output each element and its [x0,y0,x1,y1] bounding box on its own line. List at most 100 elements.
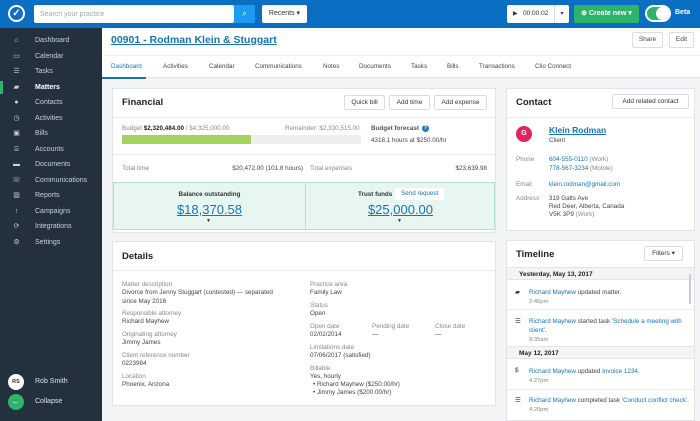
sidebar-item-label: Settings [35,238,61,246]
search-input[interactable] [34,5,234,23]
actor-link[interactable]: Richard Mayhew [529,318,576,325]
actor-link[interactable]: Richard Mayhew [529,289,576,296]
status-label: Status [310,302,328,309]
phone-type: (Work) [589,156,609,163]
tab-transactions[interactable]: Transactions [479,63,515,70]
sidebar-item-bills[interactable]: ▣ Bills [0,126,102,141]
actor-link[interactable]: Richard Mayhew [529,397,576,404]
caret-down-icon[interactable]: ▼ [206,218,211,224]
budget-label: Budget [122,125,142,132]
sidebar-item-contacts[interactable]: ● Contacts [0,95,102,110]
sidebar-item-dashboard[interactable]: ⌂ Dashboard [0,33,102,48]
address-line: Red Deer, Alberta, Canada [549,203,625,210]
sidebar-item-label: Documents [35,161,71,168]
details-title: Details [122,251,154,262]
responsible-attorney-label: Responsible attorney [122,310,182,317]
recents-dropdown[interactable]: Recents ▾ [262,5,307,23]
caret-down-icon[interactable]: ▼ [397,218,402,224]
sidebar-item-tasks[interactable]: ☰ Tasks [0,64,102,79]
total-time-value: $20,472.00 (101.8 hours) [232,165,303,172]
sidebar-item-settings[interactable]: ⚙ Settings [0,235,102,250]
create-new-button[interactable]: ⊕ Create new ▾ [574,5,639,23]
sidebar-item-activities[interactable]: ◷ Activities [0,111,102,126]
contact-name-link[interactable]: Klein Rodman [549,125,607,135]
sidebar-item-campaigns[interactable]: ↑ Campaigns [0,204,102,219]
timer-dropdown[interactable]: ▾ [554,5,569,23]
matter-description-value: Divorce from Jenny Stuggart (contested) … [122,289,273,305]
add-expense-button[interactable]: Add expense [434,95,487,110]
tab-dashboard[interactable]: Dashboard [111,63,142,70]
trust-funds-value[interactable]: $25,000.00 [367,202,434,217]
tab-notes[interactable]: Notes [323,63,340,70]
clio-logo-icon[interactable]: ✓ [8,5,25,22]
location-label: Location [122,373,146,380]
quick-bill-button[interactable]: Quick bill [344,95,385,110]
help-icon[interactable]: ? [421,125,429,132]
filters-dropdown[interactable]: Filters ▾ [644,246,683,261]
tab-documents[interactable]: Documents [359,63,391,70]
collapse-label: Collapse [35,398,63,405]
sync-icon: ⟳ [13,223,20,230]
scrollbar[interactable] [689,274,691,304]
add-time-button[interactable]: Add time [389,95,430,110]
play-icon[interactable]: ▶ [513,11,518,17]
sidebar-item-accounts[interactable]: ⌸ Accounts [0,142,102,157]
home-icon: ⌂ [14,37,19,44]
phone-link[interactable]: 778-567-3234 [549,165,589,172]
sidebar-item-matters[interactable]: ▰ Matters [0,80,102,95]
tab-activities[interactable]: Activities [163,63,188,70]
tab-calendar[interactable]: Calendar [209,63,235,70]
financial-card: Financial Quick bill Add time Add expens… [112,88,496,233]
share-button[interactable]: Share [632,32,663,48]
sidebar-item-label: Campaigns [35,207,71,215]
add-related-contact-button[interactable]: Add related contact [612,94,689,109]
edit-button[interactable]: Edit [669,32,694,48]
total-expenses-value: $23,639.98 [455,165,487,172]
tab-clio-connect[interactable]: Clio Connect [535,63,572,70]
forecast-value: 4318.1 hours at $250.00/hr [371,137,447,144]
dollar-icon: $ [515,367,519,374]
matter-tabs: Dashboard Activities Calendar Communicat… [102,55,700,79]
timer-value: 00:00:02 [523,10,549,17]
budget-progress-bar [122,135,361,144]
open-date-label: Open date [310,323,340,330]
beta-toggle[interactable] [645,5,671,22]
phone-link[interactable]: 604-555-0110 [549,156,588,163]
list-icon: ☰ [13,68,20,75]
limitations-date-value: 07/06/2017 (satisfied) [310,352,371,359]
page-title[interactable]: 00901 - Rodman Klein & Stuggart [111,34,277,46]
timestamp: 4:27pm [529,378,549,384]
sidebar-item-communications[interactable]: ☏ Communications [0,173,102,188]
sidebar-item-integrations[interactable]: ⟳ Integrations [0,219,102,234]
sidebar-item-calendar[interactable]: ▭ Calendar [0,49,102,64]
task-link[interactable]: 'Schedule a meeting with client' [529,318,682,334]
address-postal: V5K 3P9 (Work) [549,211,594,218]
responsible-attorney-value: Richard Mayhew [122,318,169,325]
invoice-link[interactable]: Invoice 1234 [602,368,638,375]
sidebar-item-label: Tasks [35,68,53,75]
tab-bills[interactable]: Bills [447,63,459,70]
remainder-label: Remainder: [285,125,318,132]
timer-widget[interactable]: ▶ 00:00:02 ▾ [507,5,569,23]
briefcase-icon: ▰ [13,83,20,91]
originating-attorney-value: Jimmy James [122,339,161,346]
briefcase-icon: ▰ [515,289,520,296]
sidebar-item-label: Matters [35,83,60,91]
balance-outstanding-value[interactable]: $18,370.58 [176,202,243,217]
send-request-button[interactable]: Send request [395,188,445,200]
search-button[interactable]: ⌕ [234,5,255,23]
tab-tasks[interactable]: Tasks [411,63,428,70]
open-date-value: 02/02/2014 [310,331,342,338]
sidebar-item-documents[interactable]: ▬ Documents [0,157,102,172]
top-bar: ✓ ⌕ Recents ▾ ▶ 00:00:02 ▾ ⊕ Create new … [0,0,700,28]
tab-communications[interactable]: Communications [255,63,302,70]
task-link[interactable]: 'Conduct conflict check' [621,397,688,404]
calendar-icon: ▭ [13,52,20,60]
location-value: Phoenix, Arizona [122,381,170,388]
email-link[interactable]: klein.rodman@gmail.com [549,181,621,188]
remainder-value: $2,330,515.00 [319,125,360,132]
clock-icon: ◷ [13,114,20,122]
actor-link[interactable]: Richard Mayhew [529,368,576,375]
phone-work: 604-555-0110 (Work) [549,156,608,163]
sidebar-item-reports[interactable]: ▥ Reports [0,188,102,203]
